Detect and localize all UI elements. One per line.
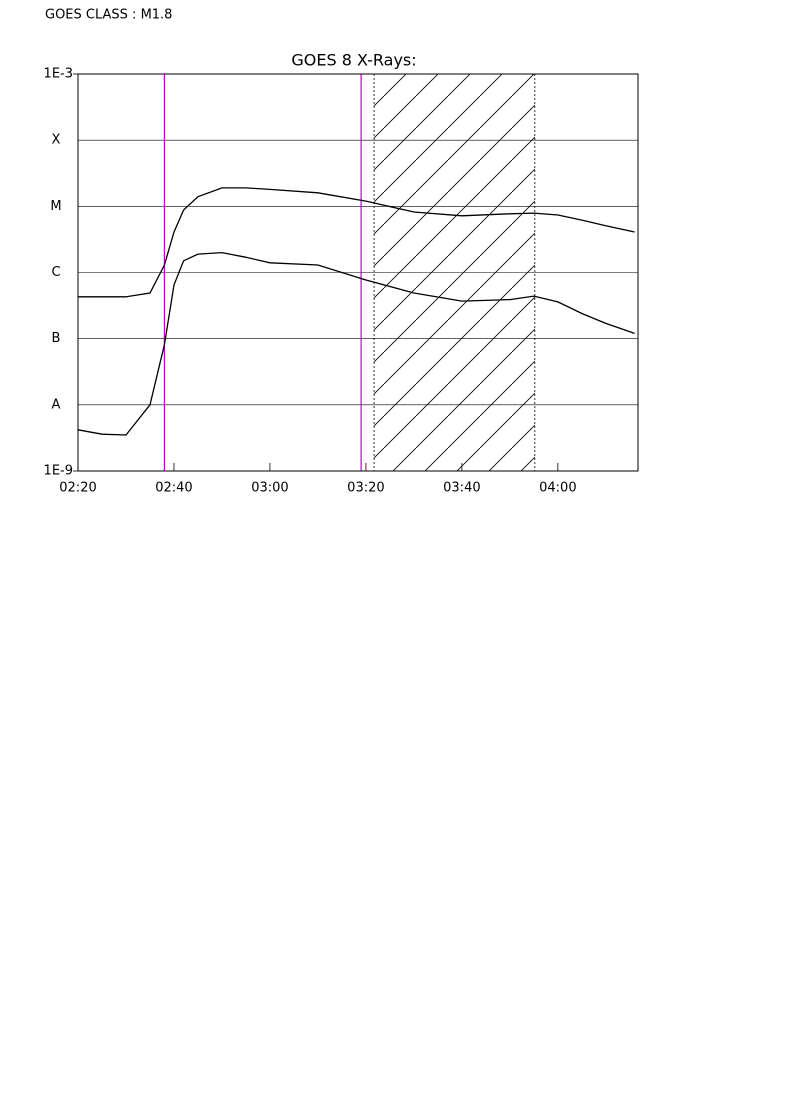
y-tick-label: C <box>51 265 60 280</box>
x-tick-label: 02:40 <box>155 481 192 496</box>
x-tick-label: 03:40 <box>443 481 480 496</box>
chart-title: GOES 8 X-Rays: <box>291 51 416 70</box>
plot-frame <box>77 73 639 472</box>
x-tick-label: 03:20 <box>347 481 384 496</box>
y-tick-label: X <box>52 133 61 148</box>
x-tick-label: 03:00 <box>251 481 288 496</box>
y-tick-label: 1E-9 <box>44 464 73 479</box>
flux-line <box>78 187 635 298</box>
x-tick-label: 04:00 <box>539 481 576 496</box>
y-tick-label: 1E-3 <box>44 67 73 82</box>
flux-line <box>77 251 635 436</box>
y-tick-label: A <box>52 397 61 412</box>
y-tick-label: M <box>50 199 61 214</box>
y-tick-label: B <box>52 331 61 346</box>
goes-class: GOES CLASS : M1.8 <box>45 8 172 23</box>
x-tick-label: 02:20 <box>59 481 96 496</box>
